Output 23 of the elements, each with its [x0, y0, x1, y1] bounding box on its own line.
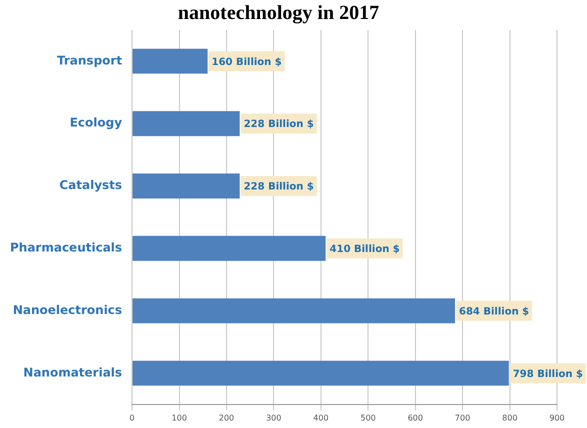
data-label: 684 Billion $ — [459, 306, 530, 318]
x-tick-label: 600 — [408, 413, 423, 422]
x-tick-label: 400 — [313, 413, 329, 422]
y-tick-label: Ecology — [70, 116, 122, 130]
x-tick-label: 700 — [454, 413, 470, 422]
y-tick-label: Nanoelectronics — [12, 302, 122, 317]
data-label: 228 Billion $ — [244, 119, 314, 130]
x-tick-label: 300 — [266, 413, 282, 422]
data-label: 228 Billion $ — [244, 182, 314, 193]
data-label: 160 Billion $ — [212, 56, 282, 68]
y-tick-label: Nanomaterials — [23, 365, 122, 380]
x-tick-label: 0 — [130, 413, 135, 422]
x-tick-label: 100 — [172, 413, 187, 422]
chart-title: nanotechnology in 2017 — [178, 2, 380, 24]
x-tick-label: 500 — [360, 413, 376, 422]
data-label: 798 Billion $ — [512, 368, 583, 380]
y-tick-label: Pharmaceuticals — [10, 240, 122, 255]
x-tick-label: 900 — [549, 413, 565, 422]
data-label: 410 Billion $ — [330, 244, 400, 255]
x-tick-label: 200 — [218, 413, 234, 422]
y-tick-label: Catalysts — [59, 178, 122, 192]
y-tick-label: Transport — [57, 53, 122, 68]
x-tick-label: 800 — [502, 413, 518, 422]
